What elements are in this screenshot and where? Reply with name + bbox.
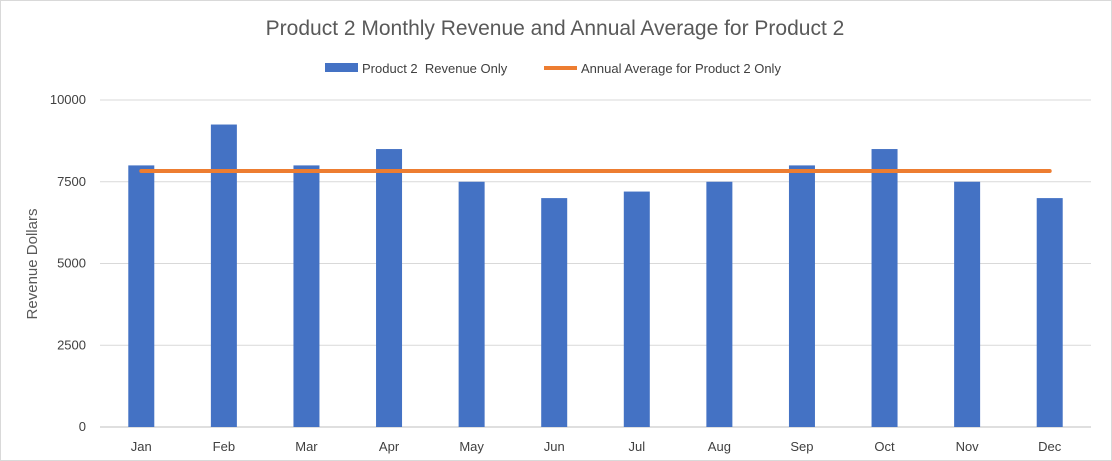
- x-tick-labels: Jan Feb Mar Apr May Jun Jul Aug Sep Oct Nov Dec: [131, 439, 1062, 454]
- x-tick-label: Nov: [956, 439, 980, 454]
- bar: [458, 181, 485, 427]
- bar: [293, 165, 320, 427]
- bar: [954, 181, 981, 427]
- x-tick-label: Dec: [1038, 439, 1062, 454]
- gridlines: [100, 99, 1091, 428]
- legend-label-average: Annual Average for Product 2 Only: [581, 61, 781, 76]
- bar: [706, 181, 733, 427]
- bar-series: [128, 124, 1063, 428]
- legend-label-revenue: Product 2 Revenue Only: [362, 61, 508, 76]
- bar: [210, 124, 237, 428]
- y-tick-label: 0: [79, 419, 86, 434]
- bar: [376, 149, 403, 428]
- x-tick-label: Oct: [874, 439, 895, 454]
- chart-title: Product 2 Monthly Revenue and Annual Ave…: [266, 17, 845, 40]
- x-tick-label: Feb: [213, 439, 235, 454]
- bar: [788, 165, 815, 427]
- x-tick-label: Aug: [708, 439, 731, 454]
- x-tick-label: Jul: [628, 439, 645, 454]
- y-tick-labels: 0 2500 5000 7500 10000: [50, 92, 86, 434]
- legend-swatch-revenue: [325, 63, 358, 72]
- y-tick-label: 5000: [57, 256, 86, 271]
- bar: [1036, 198, 1063, 427]
- bar: [541, 198, 568, 427]
- x-tick-label: Mar: [295, 439, 318, 454]
- x-tick-label: Jan: [131, 439, 152, 454]
- bar: [871, 149, 898, 428]
- y-tick-label: 10000: [50, 92, 86, 107]
- x-tick-label: Jun: [544, 439, 565, 454]
- legend: Product 2 Revenue Only Annual Average fo…: [325, 61, 781, 76]
- x-tick-label: Apr: [379, 439, 400, 454]
- bar: [623, 191, 650, 427]
- bar: [128, 165, 155, 427]
- y-tick-label: 2500: [57, 337, 86, 352]
- x-tick-label: May: [459, 439, 484, 454]
- x-tick-label: Sep: [790, 439, 813, 454]
- y-axis-label: Revenue Dollars: [24, 209, 41, 320]
- y-tick-label: 7500: [57, 174, 86, 189]
